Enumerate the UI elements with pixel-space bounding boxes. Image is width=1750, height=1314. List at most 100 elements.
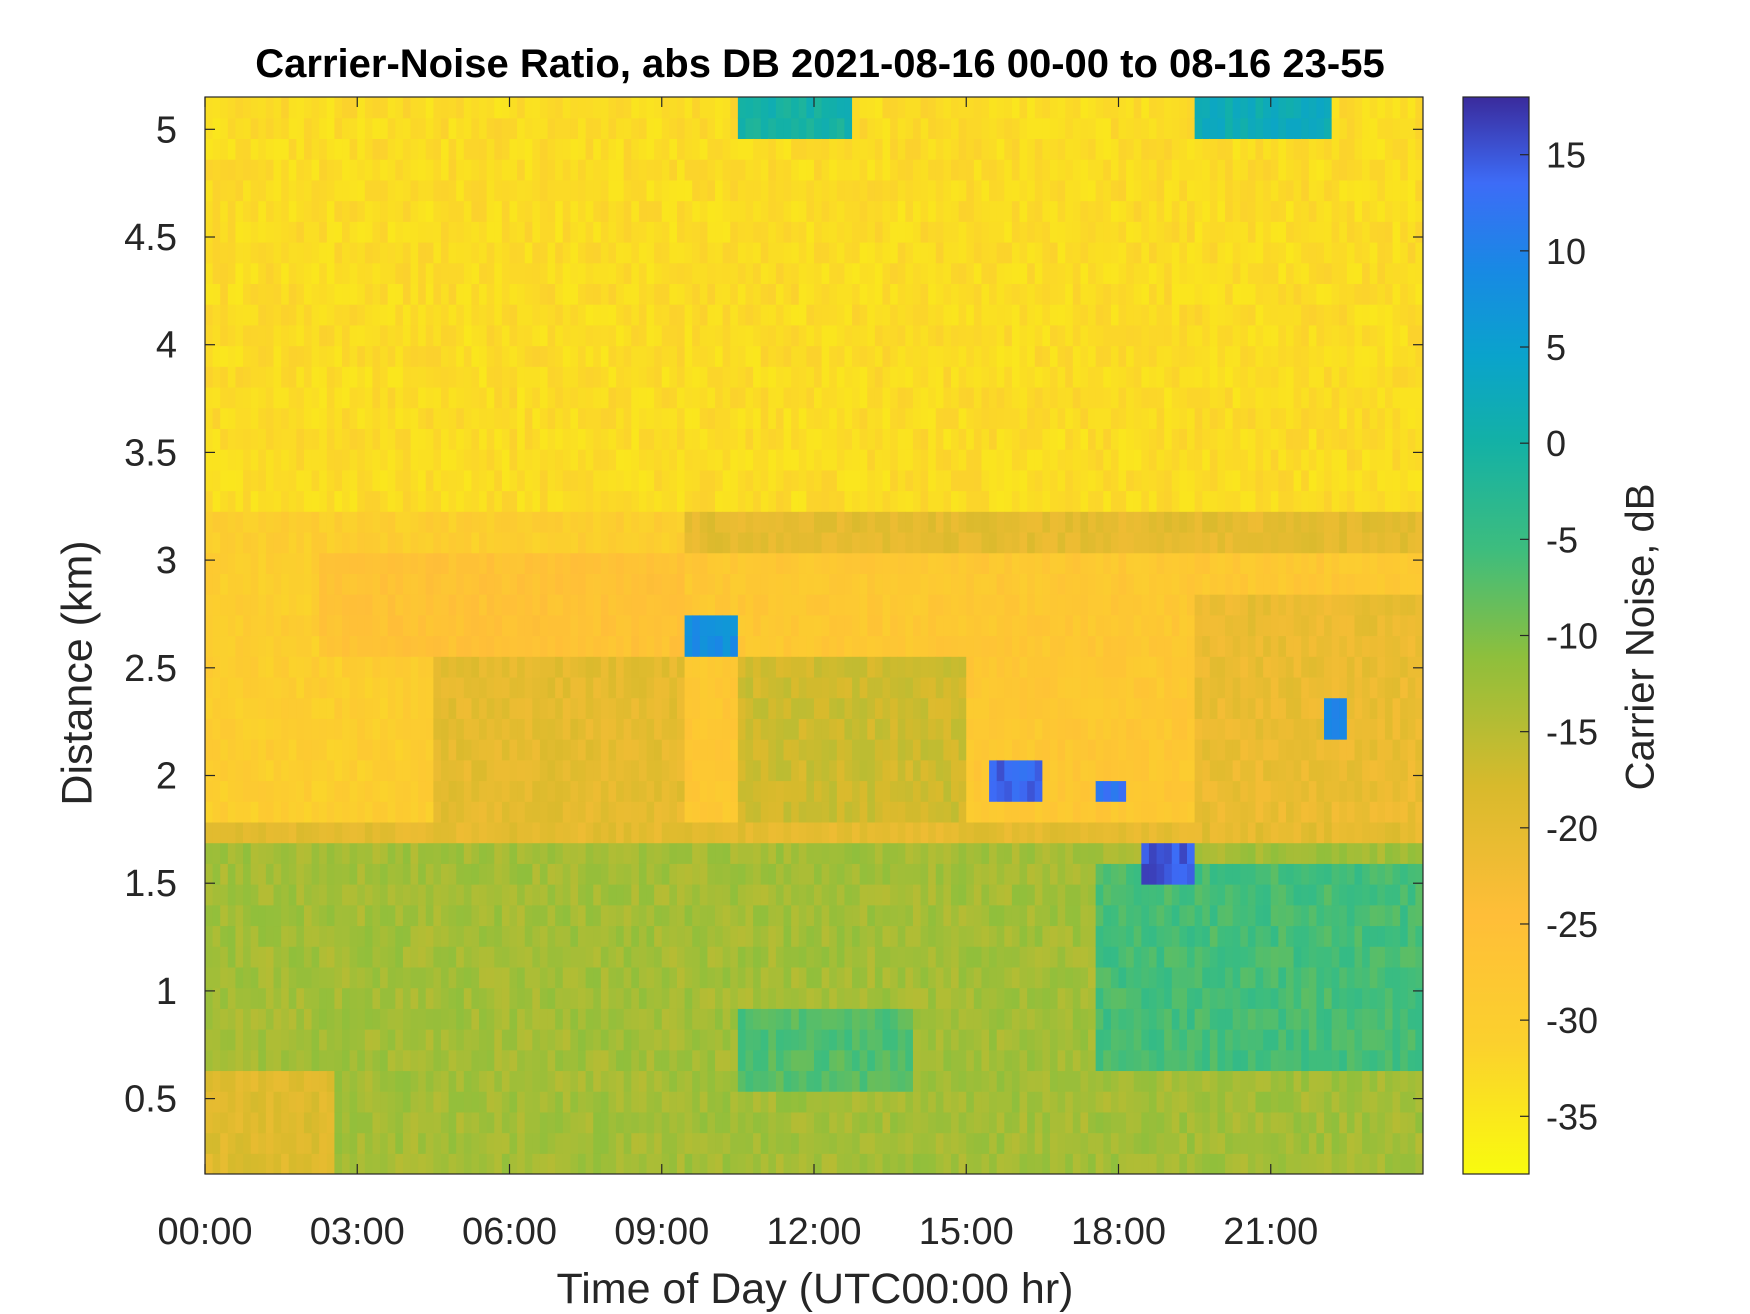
heatmap-cell	[342, 1153, 350, 1174]
heatmap-cell	[928, 159, 936, 180]
heatmap-cell	[433, 159, 441, 180]
heatmap-cell	[327, 346, 335, 367]
heatmap-cell	[745, 1133, 753, 1154]
heatmap-cell	[776, 884, 784, 905]
heatmap-cell	[304, 739, 312, 760]
heatmap-cell	[685, 1050, 693, 1071]
heatmap-cell	[723, 346, 731, 367]
heatmap-cell	[350, 263, 358, 284]
heatmap-cell	[692, 180, 700, 201]
heatmap-cell	[593, 428, 601, 449]
heatmap-cell	[525, 636, 533, 657]
heatmap-cell	[502, 1133, 510, 1154]
heatmap-cell	[471, 1133, 479, 1154]
heatmap-cell	[327, 449, 335, 470]
heatmap-cell	[213, 491, 221, 512]
heatmap-cell	[890, 863, 898, 884]
heatmap-cell	[631, 325, 639, 346]
heatmap-cell	[776, 780, 784, 801]
heatmap-cell	[205, 491, 213, 512]
heatmap-cell	[251, 822, 259, 843]
heatmap-cell	[898, 97, 906, 118]
heatmap-cell	[745, 967, 753, 988]
heatmap-cell	[312, 594, 320, 615]
heatmap-cell	[525, 1112, 533, 1133]
heatmap-cell	[334, 470, 342, 491]
heatmap-cell	[289, 221, 297, 242]
heatmap-cell	[235, 221, 243, 242]
heatmap-cell	[806, 594, 814, 615]
heatmap-cell	[350, 863, 358, 884]
heatmap-cell	[700, 801, 708, 822]
heatmap-cell	[883, 263, 891, 284]
heatmap-cell	[761, 946, 769, 967]
heatmap-cell	[388, 263, 396, 284]
heatmap-cell	[715, 677, 723, 698]
heatmap-cell	[532, 387, 540, 408]
heatmap-cell	[312, 449, 320, 470]
heatmap-cell	[753, 822, 761, 843]
heatmap-cell	[822, 118, 830, 139]
heatmap-cell	[745, 470, 753, 491]
heatmap-cell	[372, 698, 380, 719]
heatmap-cell	[677, 905, 685, 926]
heatmap-cell	[616, 780, 624, 801]
heatmap-cell	[487, 1070, 495, 1091]
heatmap-cell	[570, 366, 578, 387]
heatmap-cell	[312, 511, 320, 532]
heatmap-cell	[844, 905, 852, 926]
heatmap-cell	[570, 573, 578, 594]
heatmap-cell	[928, 553, 936, 574]
heatmap-cell	[494, 242, 502, 263]
heatmap-cell	[791, 594, 799, 615]
heatmap-cell	[624, 1153, 632, 1174]
heatmap-cell	[761, 221, 769, 242]
heatmap-cell	[365, 822, 373, 843]
heatmap-cell	[776, 491, 784, 512]
heatmap-cell	[860, 1008, 868, 1029]
heatmap-cell	[380, 242, 388, 263]
heatmap-cell	[578, 470, 586, 491]
heatmap-cell	[296, 1112, 304, 1133]
heatmap-cell	[342, 180, 350, 201]
heatmap-cell	[837, 760, 845, 781]
heatmap-cell	[791, 449, 799, 470]
heatmap-cell	[304, 221, 312, 242]
heatmap-cell	[784, 1008, 792, 1029]
heatmap-cell	[502, 408, 510, 429]
heatmap-cell	[403, 97, 411, 118]
heatmap-cell	[730, 677, 738, 698]
heatmap-cell	[723, 1153, 731, 1174]
heatmap-cell	[707, 1050, 715, 1071]
heatmap-cell	[730, 863, 738, 884]
heatmap-cell	[685, 988, 693, 1009]
heatmap-cell	[532, 677, 540, 698]
heatmap-cell	[274, 532, 282, 553]
heatmap-cell	[494, 1050, 502, 1071]
heatmap-cell	[426, 656, 434, 677]
heatmap-cell	[296, 532, 304, 553]
heatmap-cell	[471, 988, 479, 1009]
heatmap-cell	[730, 180, 738, 201]
heatmap-cell	[433, 801, 441, 822]
heatmap-cell	[548, 698, 556, 719]
heatmap-cell	[837, 780, 845, 801]
heatmap-cell	[540, 325, 548, 346]
heatmap-cell	[426, 946, 434, 967]
heatmap-cell	[928, 1070, 936, 1091]
heatmap-cell	[730, 304, 738, 325]
heatmap-cell	[822, 739, 830, 760]
heatmap-cell	[327, 138, 335, 159]
heatmap-cell	[898, 801, 906, 822]
heatmap-cell	[616, 201, 624, 222]
heatmap-cell	[357, 97, 365, 118]
heatmap-cell	[700, 387, 708, 408]
heatmap-cell	[372, 905, 380, 926]
heatmap-cell	[464, 1008, 472, 1029]
heatmap-cell	[647, 346, 655, 367]
heatmap-cell	[471, 843, 479, 864]
heatmap-cell	[586, 843, 594, 864]
heatmap-cell	[715, 718, 723, 739]
heatmap-cell	[517, 511, 525, 532]
heatmap-cell	[289, 801, 297, 822]
